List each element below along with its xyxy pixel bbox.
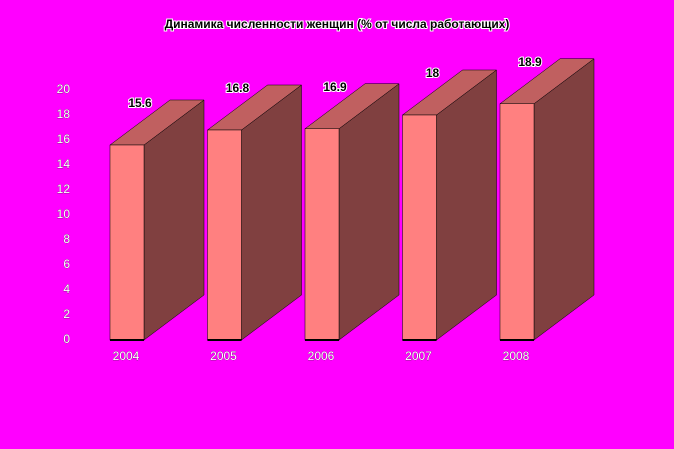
y-tick-label: 0: [63, 332, 70, 346]
y-tick-label: 14: [57, 157, 71, 171]
bar-side: [533, 58, 595, 341]
y-tick-label: 18: [57, 107, 71, 121]
value-label: 16.9: [323, 80, 347, 94]
y-tick-label: 2: [63, 307, 70, 321]
bar: [207, 129, 242, 341]
value-label: 16.8: [226, 81, 250, 95]
y-tick-label: 4: [63, 282, 70, 296]
value-label: 15.6: [128, 96, 152, 110]
x-tick-label: 2008: [503, 349, 530, 363]
bar: [499, 103, 535, 341]
x-tick-label: 2007: [405, 349, 432, 363]
y-tick-label: 8: [63, 232, 70, 246]
y-tick-label: 20: [57, 82, 71, 96]
y-tick-label: 12: [57, 182, 71, 196]
x-tick-label: 2004: [113, 349, 140, 363]
y-tick-label: 10: [57, 207, 71, 221]
bar: [304, 128, 340, 341]
value-label: 18: [426, 66, 440, 80]
y-tick-label: 6: [63, 257, 70, 271]
bar: [109, 144, 145, 341]
y-tick-label: 16: [57, 132, 71, 146]
bar-side: [436, 69, 497, 341]
x-tick-label: 2006: [308, 349, 335, 363]
x-tick-label: 2005: [210, 349, 237, 363]
chart-title: Динамика численности женщин (% от числа …: [165, 17, 510, 31]
value-label: 18.9: [518, 55, 542, 69]
bar: [402, 114, 437, 341]
